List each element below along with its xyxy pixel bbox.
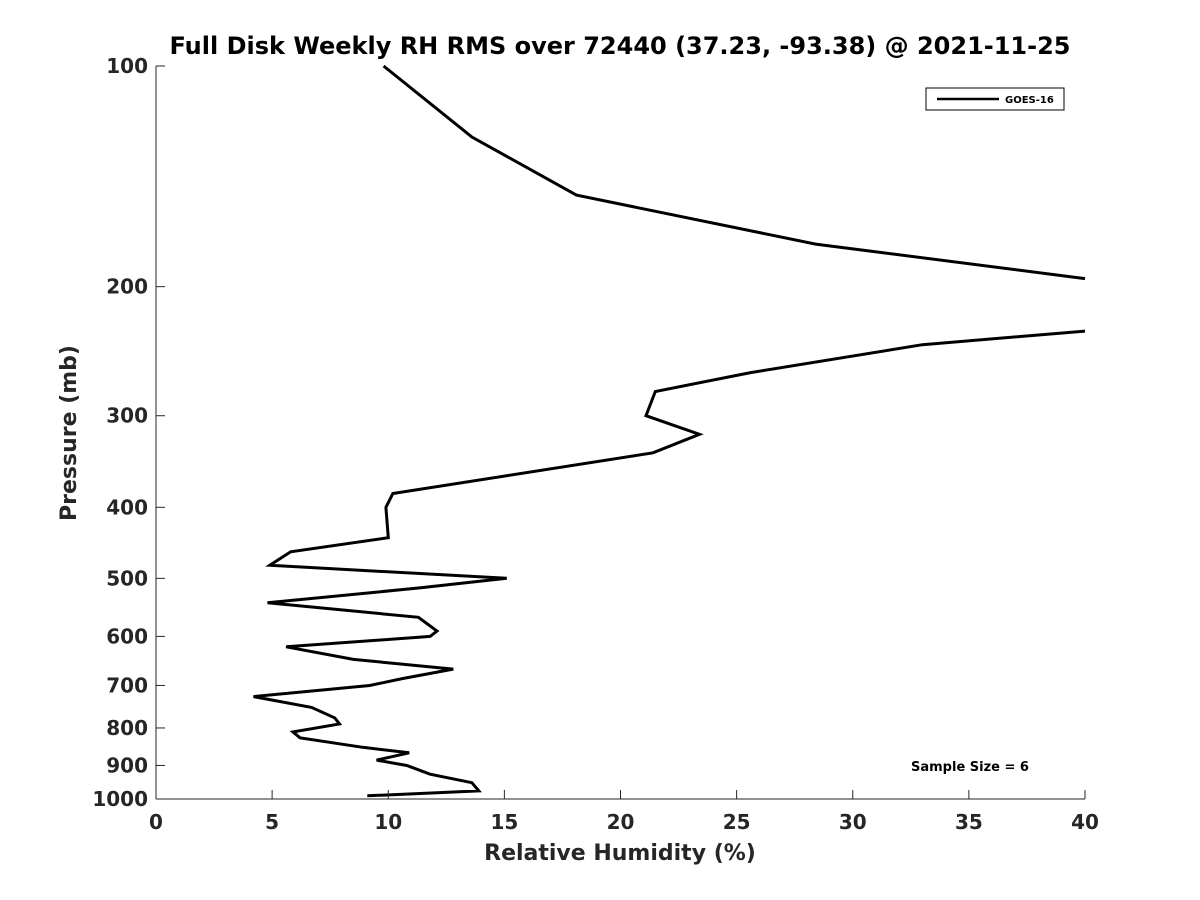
x-axis: 0 5 10 15 20 25 30 35 40 xyxy=(149,790,1099,834)
legend: GOES-16 xyxy=(925,87,1065,111)
x-tick-label: 0 xyxy=(149,810,163,834)
series-line-goes-16 xyxy=(253,329,1086,798)
y-tick-label: 800 xyxy=(106,716,148,740)
x-tick-label: 35 xyxy=(955,810,983,834)
y-tick-label: 1000 xyxy=(92,787,148,811)
y-axis-label: Pressure (mb) xyxy=(57,345,82,521)
y-tick-label: 100 xyxy=(106,54,148,78)
y-tick-label: 700 xyxy=(106,673,148,697)
x-tick-label: 40 xyxy=(1071,810,1099,834)
legend-label-goes-16: GOES-16 xyxy=(1005,95,1054,106)
y-tick-label: 200 xyxy=(106,275,148,299)
y-tick-label: 300 xyxy=(106,404,148,428)
x-tick-label: 30 xyxy=(839,810,867,834)
chart-title: Full Disk Weekly RH RMS over 72440 (37.2… xyxy=(169,32,1070,60)
x-axis-label: Relative Humidity (%) xyxy=(484,841,756,866)
y-tick-label: 600 xyxy=(106,624,148,648)
x-tick-label: 5 xyxy=(265,810,279,834)
sample-size-annotation: Sample Size = 6 xyxy=(911,760,1029,775)
y-tick-label: 400 xyxy=(106,495,148,519)
x-tick-label: 25 xyxy=(723,810,751,834)
x-tick-label: 15 xyxy=(490,810,518,834)
y-axis: 100 200 300 400 500 600 700 800 900 1000 xyxy=(92,54,165,811)
series-line-goes-16 xyxy=(382,64,1086,281)
y-tick-label: 900 xyxy=(106,753,148,777)
y-tick-label: 500 xyxy=(106,566,148,590)
x-tick-label: 20 xyxy=(607,810,635,834)
x-tick-label: 10 xyxy=(374,810,402,834)
